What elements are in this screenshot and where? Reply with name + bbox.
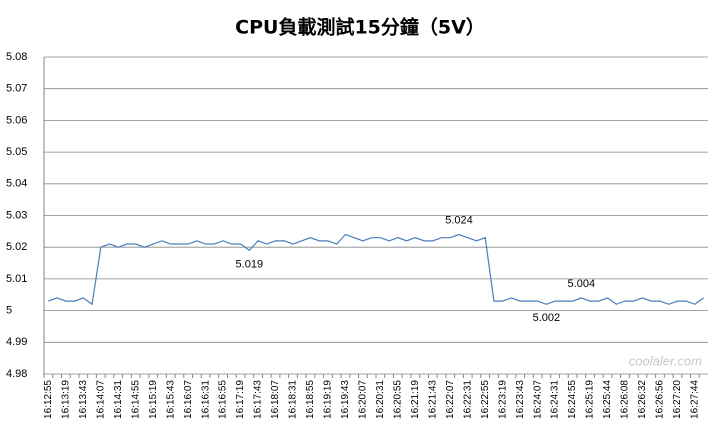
x-tick-label: 16:23:19 <box>497 380 508 419</box>
x-tick-label: 16:19:43 <box>340 380 351 419</box>
x-tick-label: 16:23:43 <box>515 380 526 419</box>
y-tick-label: 5.07 <box>6 83 27 95</box>
x-tick-label: 16:15:19 <box>148 380 159 419</box>
x-tick-label: 16:21:43 <box>427 380 438 419</box>
x-tick-label: 16:18:31 <box>288 380 299 419</box>
x-tick-label: 16:17:19 <box>235 380 246 419</box>
x-tick-label: 16:20:55 <box>392 380 403 419</box>
x-tick-label: 16:21:19 <box>410 380 421 419</box>
x-tick-label: 16:25:44 <box>602 380 613 419</box>
x-tick-label: 16:17:43 <box>253 380 264 419</box>
x-tick-label: 16:15:43 <box>165 380 176 419</box>
y-tick-label: 5.06 <box>6 114 27 126</box>
x-tick-label: 16:25:19 <box>585 380 596 419</box>
x-tick-label: 16:16:07 <box>183 380 194 419</box>
x-tick-label: 16:26:32 <box>637 380 648 419</box>
x-tick-label: 16:13:19 <box>60 380 71 419</box>
y-tick-label: 4.99 <box>6 336 27 348</box>
y-tick-label: 5 <box>6 305 12 317</box>
x-tick-label: 16:22:07 <box>445 380 456 419</box>
x-tick-label: 16:16:31 <box>200 380 211 419</box>
chart-title: CPU負載測試15分鐘（5V） <box>235 16 485 39</box>
data-label: 5.019 <box>236 258 264 270</box>
y-tick-label: 5.01 <box>6 273 27 285</box>
x-tick-label: 16:22:55 <box>480 380 491 419</box>
x-tick-label: 16:27:20 <box>672 380 683 419</box>
x-tick-label: 16:27:44 <box>690 380 701 419</box>
x-tick-label: 16:26:56 <box>655 380 666 419</box>
x-tick-label: 16:24:07 <box>532 380 543 419</box>
watermark: coolaler.com <box>629 353 702 368</box>
series-line <box>48 233 704 306</box>
x-tick-label: 16:14:07 <box>95 380 106 419</box>
x-tick-label: 16:24:31 <box>550 380 561 419</box>
y-tick-label: 5.02 <box>6 241 27 253</box>
data-label: 5.024 <box>445 214 473 226</box>
y-tick-label: 5.05 <box>6 146 27 158</box>
data-label: 5.002 <box>533 312 561 324</box>
x-tick-label: 16:18:07 <box>270 380 281 419</box>
x-tick-label: 16:14:31 <box>113 380 124 419</box>
y-tick-label: 5.03 <box>6 209 27 221</box>
x-tick-label: 16:20:07 <box>358 380 369 419</box>
y-tick-label: 4.98 <box>6 368 27 380</box>
x-tick-label: 16:12:55 <box>43 380 54 419</box>
x-tick-label: 16:22:31 <box>462 380 473 419</box>
x-tick-label: 16:13:43 <box>78 380 89 419</box>
x-tick-label: 16:20:31 <box>375 380 386 419</box>
y-tick-label: 5.04 <box>6 178 27 190</box>
x-tick-label: 16:19:19 <box>323 380 334 419</box>
x-tick-label: 16:26:08 <box>620 380 631 419</box>
x-tick-label: 16:14:55 <box>130 380 141 419</box>
y-tick-label: 5.08 <box>6 51 27 63</box>
x-tick-label: 16:18:55 <box>305 380 316 419</box>
x-tick-label: 16:24:55 <box>567 380 578 419</box>
data-label: 5.004 <box>568 278 596 290</box>
x-tick-label: 16:16:55 <box>218 380 229 419</box>
